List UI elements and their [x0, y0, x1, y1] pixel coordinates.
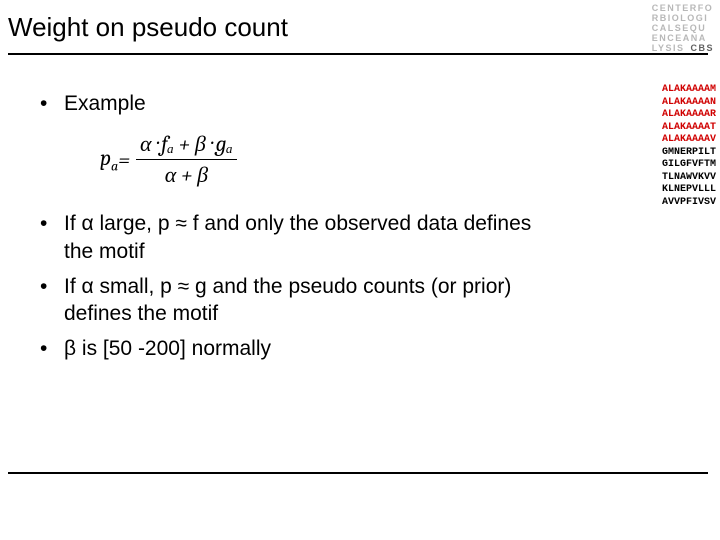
slide-title: Weight on pseudo count: [8, 12, 708, 43]
content-area: Example pa = α · fₐ + β · gₐ α + β If α …: [40, 90, 540, 371]
seq-black-2: GILGFVFTM: [662, 159, 716, 172]
fraction-bar: [136, 159, 237, 160]
formula-block: pa = α · fₐ + β · gₐ α + β: [100, 131, 540, 188]
formula-p-sub: a: [111, 157, 118, 174]
seq-red-2: ALAKAAAAN: [662, 97, 716, 110]
seq-red-1: ALAKAAAAM: [662, 84, 716, 97]
sequence-block: ALAKAAAAM ALAKAAAAN ALAKAAAAR ALAKAAAAT …: [662, 84, 716, 209]
seq-black-4: KLNEPVLLL: [662, 184, 716, 197]
formula-denominator: α + β: [161, 162, 212, 188]
bullet-beta-range: β is [50 -200] normally: [40, 335, 540, 362]
formula-eq: =: [118, 147, 130, 173]
bullet-example: Example: [40, 90, 540, 117]
title-underline: [8, 53, 708, 55]
formula-p: p: [100, 145, 111, 171]
seq-black-3: TLNAWVKVV: [662, 172, 716, 185]
seq-black-5: AVVPFIVSV: [662, 197, 716, 210]
formula: pa = α · fₐ + β · gₐ α + β: [100, 131, 237, 188]
seq-red-4: ALAKAAAAT: [662, 122, 716, 135]
formula-numerator: α · fₐ + β · gₐ: [136, 131, 237, 157]
bullet-alpha-large: If α large, p ≈ f and only the observed …: [40, 210, 540, 265]
seq-red-5: ALAKAAAAV: [662, 134, 716, 147]
seq-red-3: ALAKAAAAR: [662, 109, 716, 122]
title-bar: Weight on pseudo count: [8, 12, 708, 55]
formula-fraction: α · fₐ + β · gₐ α + β: [136, 131, 237, 188]
formula-lhs: pa: [100, 145, 118, 174]
bottom-rule: [8, 472, 708, 474]
seq-black-1: GMNERPILT: [662, 147, 716, 160]
bullet-alpha-small: If α small, p ≈ g and the pseudo counts …: [40, 273, 540, 328]
slide: CENTERFO RBIOLOGI CALSEQU ENCEANA LYSIS …: [0, 0, 720, 540]
